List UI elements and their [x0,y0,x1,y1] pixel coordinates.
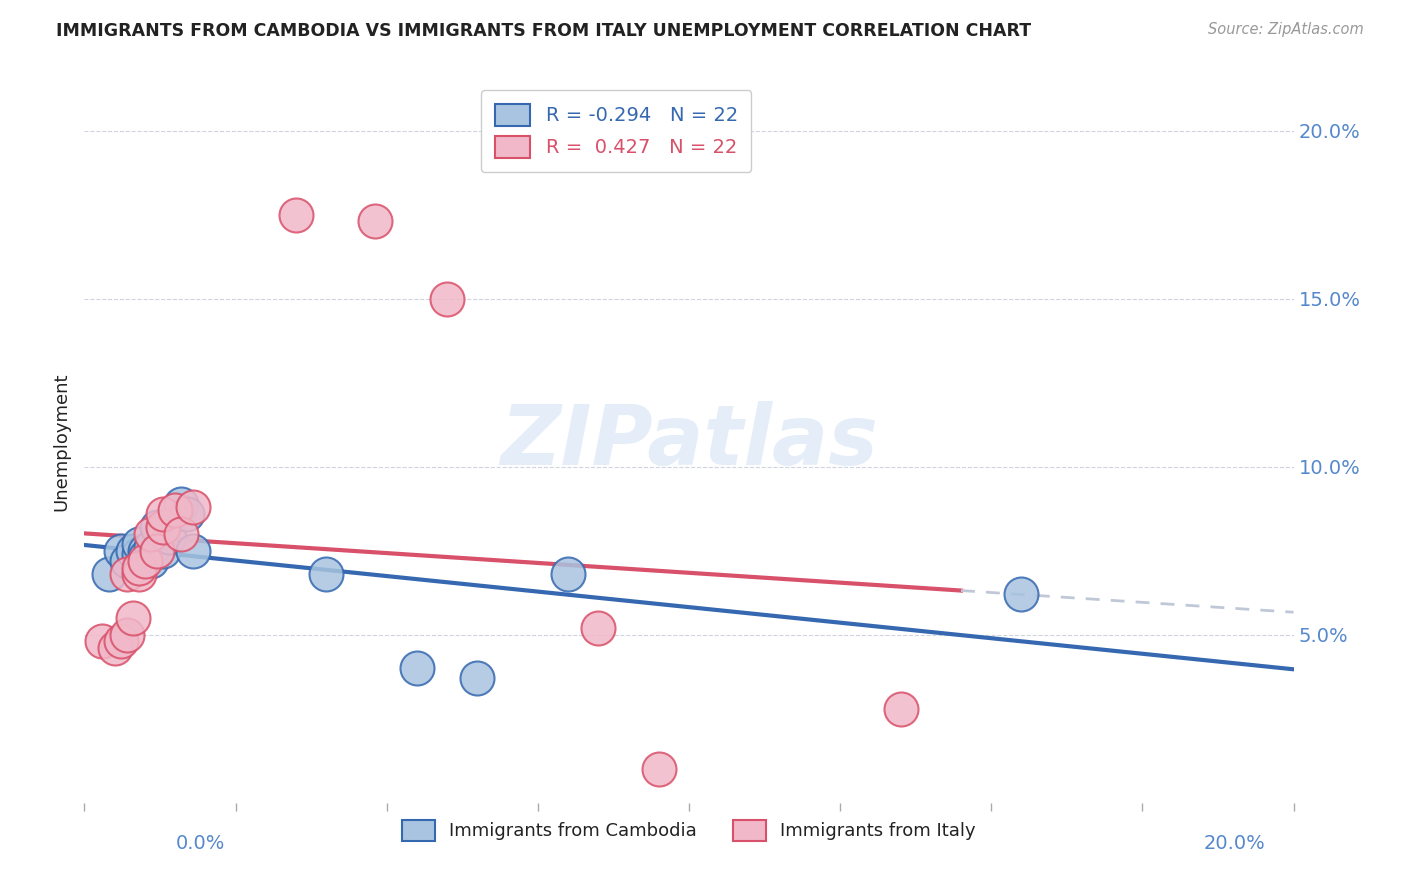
Point [890,702,912,716]
Point [181,500,204,514]
Point [104,641,127,656]
Text: IMMIGRANTS FROM CAMBODIA VS IMMIGRANTS FROM ITALY UNEMPLOYMENT CORRELATION CHART: IMMIGRANTS FROM CAMBODIA VS IMMIGRANTS F… [56,22,1032,40]
Point [152,520,174,534]
Point [152,507,174,521]
Point [128,567,150,582]
Point [110,634,132,648]
Point [152,520,174,534]
Point [146,543,169,558]
Point [157,530,180,544]
Point [134,554,156,568]
Point [648,762,671,776]
Point [363,214,385,228]
Text: ZIPatlas: ZIPatlas [501,401,877,482]
Point [97,567,120,582]
Point [557,567,579,582]
Point [115,554,138,568]
Point [146,520,169,534]
Y-axis label: Unemployment: Unemployment [52,372,70,511]
Point [406,661,429,675]
Point [121,611,143,625]
Point [436,292,458,306]
Point [176,507,198,521]
Point [315,567,337,582]
Point [128,547,150,561]
Point [115,567,138,582]
Point [139,541,162,555]
Point [91,634,114,648]
Point [121,543,143,558]
Point [139,554,162,568]
Point [115,628,138,642]
Point [165,503,187,517]
Point [128,560,150,574]
Text: 0.0%: 0.0% [176,834,225,853]
Point [170,497,193,511]
Point [181,543,204,558]
Point [285,208,308,222]
Point [170,527,193,541]
Point [588,621,610,635]
Point [134,550,156,565]
Point [467,672,489,686]
Point [134,543,156,558]
Point [1011,587,1033,601]
Point [139,527,162,541]
Text: 20.0%: 20.0% [1204,834,1265,853]
Point [152,543,174,558]
Point [128,537,150,551]
Legend: Immigrants from Cambodia, Immigrants from Italy: Immigrants from Cambodia, Immigrants fro… [395,813,983,848]
Text: Source: ZipAtlas.com: Source: ZipAtlas.com [1208,22,1364,37]
Point [110,543,132,558]
